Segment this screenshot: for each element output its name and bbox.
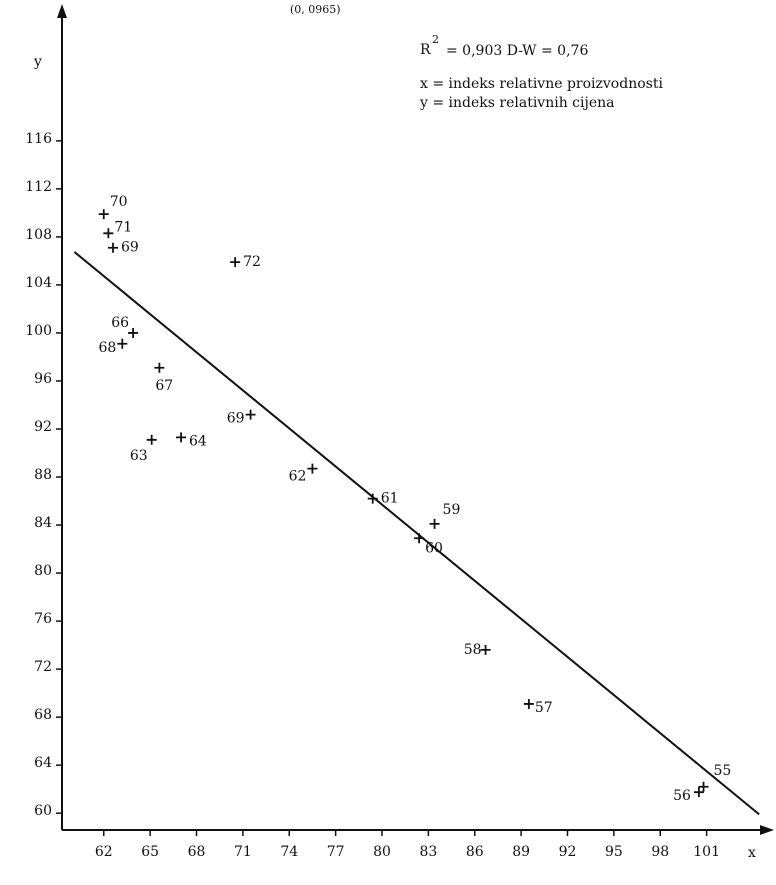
y-tick-label: 100 xyxy=(25,323,52,339)
y-tick-label: 80 xyxy=(34,563,52,579)
point-label: 60 xyxy=(425,540,443,556)
point-label: 63 xyxy=(130,448,148,464)
x-tick-label: 89 xyxy=(512,844,530,860)
point-label: 64 xyxy=(189,433,207,449)
point-label: 62 xyxy=(289,469,307,485)
r2-symbol: R xyxy=(420,42,431,58)
point-label: 72 xyxy=(243,254,261,270)
y-tick-label: 108 xyxy=(25,227,52,243)
point xyxy=(429,518,440,529)
point-label: 66 xyxy=(111,315,129,331)
point xyxy=(307,463,318,474)
r2-text: = 0,903 D-W = 0,76 xyxy=(446,43,588,59)
point xyxy=(698,781,709,792)
point xyxy=(146,434,157,445)
point xyxy=(154,362,165,373)
point xyxy=(523,698,534,709)
point xyxy=(245,409,256,420)
point xyxy=(117,338,128,349)
x-tick-label: 71 xyxy=(234,844,252,860)
y-tick-label: 60 xyxy=(34,803,52,819)
x-arrow xyxy=(760,825,774,835)
x-tick-label: 95 xyxy=(605,844,623,860)
x-axis-label: x xyxy=(748,845,756,861)
y-tick-label: 72 xyxy=(34,659,52,675)
x-tick-label: 65 xyxy=(141,844,159,860)
point xyxy=(98,209,109,220)
y-tick-label: 116 xyxy=(25,131,52,147)
point-label: 55 xyxy=(714,763,732,779)
y-tick-label: 112 xyxy=(25,179,52,195)
legend-y: y = indeks relativnih cijena xyxy=(419,95,614,111)
point xyxy=(230,257,241,268)
point-label: 56 xyxy=(673,788,691,804)
regression-line xyxy=(73,251,760,816)
x-tick-label: 68 xyxy=(188,844,206,860)
x-tick-label: 77 xyxy=(327,844,345,860)
point-label: 70 xyxy=(110,194,128,210)
x-tick-label: 98 xyxy=(651,844,669,860)
point-label: 69 xyxy=(121,240,139,256)
y-tick-label: 92 xyxy=(34,419,52,435)
y-arrow xyxy=(57,4,67,18)
point-label: 69 xyxy=(227,411,245,427)
y-tick-label: 96 xyxy=(34,371,52,387)
point xyxy=(108,242,119,253)
point-label: 68 xyxy=(98,340,116,356)
point xyxy=(128,327,139,338)
point xyxy=(176,432,187,443)
point xyxy=(103,228,114,239)
point xyxy=(480,644,491,655)
point-label: 61 xyxy=(381,491,399,507)
point-label: 59 xyxy=(443,502,461,518)
legend-x: x = indeks relativne proizvodnosti xyxy=(420,76,663,92)
point-label: 57 xyxy=(535,700,553,716)
point-label: 58 xyxy=(464,642,482,658)
point xyxy=(414,533,425,544)
y-tick-label: 104 xyxy=(25,275,52,291)
subtitle: (0, 0965) xyxy=(290,3,341,16)
r2-power: 2 xyxy=(432,33,439,46)
x-tick-label: 92 xyxy=(559,844,577,860)
y-tick-label: 64 xyxy=(34,755,52,771)
x-tick-label: 62 xyxy=(95,844,113,860)
x-tick-label: 74 xyxy=(280,844,298,860)
y-tick-label: 84 xyxy=(34,515,52,531)
y-tick-label: 68 xyxy=(34,707,52,723)
x-tick-label: 101 xyxy=(693,844,720,860)
point xyxy=(367,493,378,504)
x-tick-label: 80 xyxy=(373,844,391,860)
point-label: 71 xyxy=(114,219,132,235)
y-tick-label: 88 xyxy=(34,467,52,483)
y-axis-label: y xyxy=(33,54,42,70)
point xyxy=(693,787,704,798)
x-tick-label: 83 xyxy=(419,844,437,860)
y-tick-label: 76 xyxy=(34,611,52,627)
point-label: 67 xyxy=(155,378,173,394)
x-tick-label: 86 xyxy=(466,844,484,860)
